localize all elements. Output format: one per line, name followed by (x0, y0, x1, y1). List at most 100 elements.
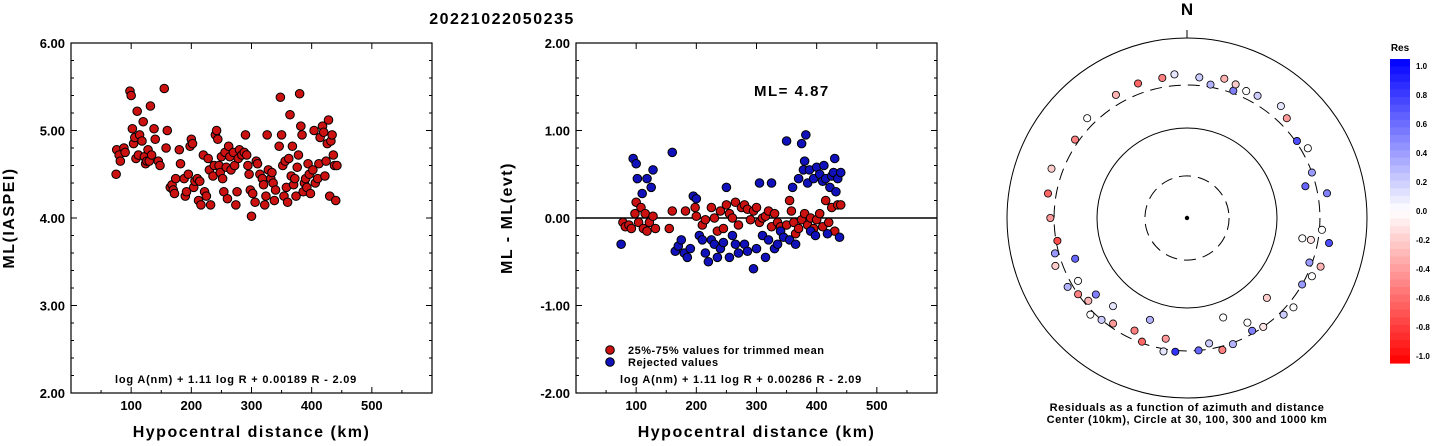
station-residual-point (1292, 137, 1301, 146)
data-point (201, 191, 212, 201)
station-residual-point (1218, 346, 1227, 355)
rejected-point (819, 160, 829, 171)
x-tick-label: 300 (746, 398, 768, 413)
rejected-point (712, 252, 723, 263)
colorbar-segment (1390, 340, 1410, 349)
colorbar-segment (1390, 317, 1410, 326)
ml-iaspei-panel: 100 200 300 400 500 2.00 3.00 4.00 5.00 6.00 Hypoc… (1, 36, 433, 441)
data-point (642, 226, 652, 236)
colorbar-tick-label: 0.2 (1416, 178, 1428, 187)
data-point (730, 197, 741, 208)
y-tick-label: 5.00 (40, 124, 65, 139)
station-residual-point (1086, 310, 1095, 319)
x-tick-label: 400 (301, 398, 323, 413)
data-point (146, 150, 157, 160)
x-axis-title: Hypocentral distance (km) (638, 424, 876, 441)
station-residual-point (1053, 236, 1062, 245)
data-point (183, 169, 194, 180)
station-residual-point (1206, 80, 1215, 89)
data-point (690, 202, 700, 213)
rejected-point (648, 165, 658, 175)
data-point (259, 200, 270, 210)
data-point (309, 125, 319, 136)
rejected-point (781, 136, 792, 146)
y-tick-label: -1.00 (540, 299, 570, 314)
rejected-point (763, 235, 774, 245)
y-tick-label: 2.00 (40, 386, 65, 401)
x-tick-label: 500 (866, 398, 888, 413)
data-point (308, 165, 318, 175)
data-point (285, 109, 295, 120)
colorbar-tick-label: -0.8 (1416, 323, 1430, 332)
rejected-point (697, 235, 708, 245)
data-point (745, 214, 756, 225)
data-point (240, 130, 251, 140)
rejected-point (703, 256, 714, 267)
data-point (111, 169, 121, 180)
data-point (290, 173, 300, 184)
data-point (243, 160, 253, 171)
station-residual-point (1282, 114, 1291, 123)
north-label: N (1181, 0, 1193, 19)
rejected-point (676, 235, 687, 245)
rejected-point (831, 186, 841, 197)
station-residual-point (1219, 313, 1228, 322)
center-point (1184, 215, 1190, 221)
polar-caption-line1: Residuals as a function of azimuth and d… (1050, 402, 1325, 414)
station-residual-point (1298, 234, 1307, 243)
station-residual-point (1084, 296, 1093, 305)
data-point (115, 156, 126, 166)
rejected-point (829, 153, 840, 164)
y-tick-label: 2.00 (545, 36, 570, 51)
station-residual-point (1205, 339, 1214, 348)
data-point (194, 176, 205, 187)
colorbar-tick-label: 0.8 (1416, 91, 1428, 100)
y-tick-label: -2.00 (540, 386, 570, 401)
colorbar-segment (1390, 211, 1410, 220)
colorbar-segment (1390, 150, 1410, 159)
x-tick-label: 100 (120, 398, 142, 413)
data-point (727, 213, 738, 223)
rejected-point (724, 252, 735, 263)
data-point (258, 179, 269, 190)
colorbar-segment (1390, 97, 1410, 106)
data-point (293, 150, 304, 160)
data-point (231, 200, 241, 210)
station-residual-point (1145, 315, 1154, 324)
y-tick-label: 1.00 (545, 124, 570, 139)
x-tick-label: 500 (361, 398, 383, 413)
station-residual-point (1242, 87, 1251, 96)
data-point (323, 115, 334, 125)
data-point (291, 191, 301, 201)
data-point (187, 138, 198, 149)
data-point (247, 188, 258, 199)
data-point (835, 200, 846, 210)
station-residual-point (1097, 315, 1106, 324)
rejected-point (721, 182, 732, 193)
data-point (132, 106, 142, 117)
data-point (217, 173, 228, 184)
colorbar-segment (1390, 249, 1410, 258)
rejected-point (631, 158, 641, 169)
x-tick-label: 300 (241, 398, 263, 413)
rejected-point (834, 232, 845, 243)
data-point (261, 191, 271, 201)
legend-label: 25%-75% values for trimmed mean (628, 345, 824, 357)
data-point (691, 211, 702, 222)
colorbar-segment (1390, 112, 1410, 121)
data-point (174, 144, 185, 155)
data-point (222, 193, 233, 204)
rejected-point (796, 138, 807, 149)
data-point (159, 83, 170, 94)
station-residual-point (1262, 293, 1271, 302)
station-residual-point (1111, 90, 1120, 99)
colorbar-title: Res (1391, 43, 1410, 54)
colorbar-segment (1390, 226, 1410, 235)
data-point (667, 206, 678, 216)
colorbar-segment (1390, 173, 1410, 182)
data-point (733, 220, 744, 230)
station-residual-point (1050, 249, 1059, 258)
station-residual-point (1301, 182, 1310, 191)
data-point (784, 195, 795, 206)
station-residual-point (1306, 235, 1315, 244)
